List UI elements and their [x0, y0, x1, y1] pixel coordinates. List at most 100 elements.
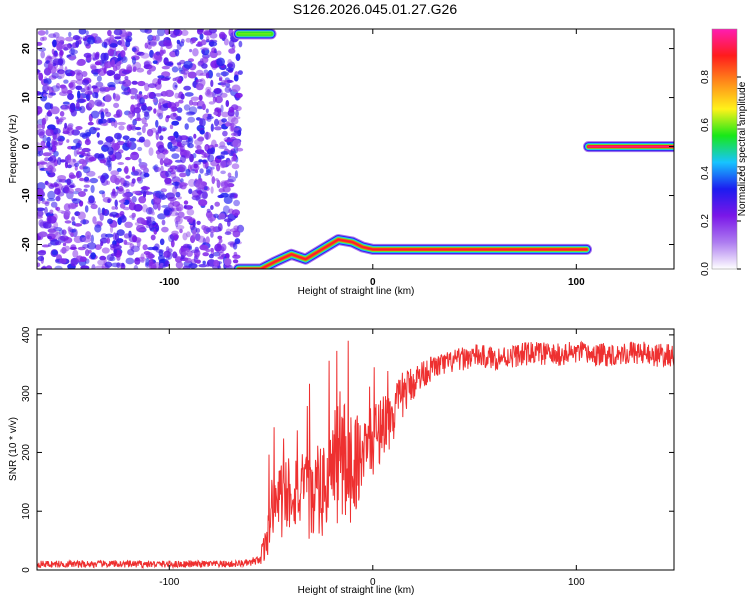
spectrogram-noise-blob: [44, 201, 50, 207]
spectrogram-noise-blob: [221, 111, 230, 118]
spectrogram-feature-trace: [233, 234, 592, 269]
spectrogram-noise-blob: [59, 49, 64, 56]
spectrogram-noise-blob: [98, 190, 105, 195]
spectrogram-noise-blob: [134, 257, 141, 265]
spectrogram-noise-blob: [193, 163, 198, 169]
spectrogram-noise-blob: [147, 34, 154, 41]
spectrogram-noise-blob: [220, 92, 228, 98]
spectrogram-noise-blob: [130, 95, 135, 100]
spectrogram-noise-blob: [216, 57, 226, 67]
spectrogram-noise-blob: [76, 149, 80, 155]
spectrogram-noise-blob: [227, 172, 232, 178]
spectrogram-noise-blob: [124, 221, 133, 228]
spectrogram-noise-blob: [81, 71, 88, 77]
spectrogram-noise-blob: [225, 82, 231, 88]
spectrogram-noise-blob: [54, 188, 61, 195]
spectrogram-noise-blob: [155, 249, 164, 253]
spectrogram-y-tick-label: -20: [21, 237, 32, 252]
spectrogram-noise-blob: [228, 106, 235, 113]
spectrogram-noise-blob: [42, 152, 52, 157]
spectrogram-noise-blob: [152, 60, 158, 64]
spectrogram-noise-blob: [210, 205, 214, 210]
spectrogram-noise-blob: [86, 242, 97, 250]
spectrogram-noise-blob: [139, 29, 149, 33]
spectrogram-noise-blob: [106, 70, 116, 76]
spectrogram-noise-blob: [96, 132, 100, 138]
spectrogram-noise-blob: [208, 225, 216, 233]
spectrogram-noise-blob: [61, 229, 67, 236]
spectrogram-noise-blob: [218, 188, 225, 193]
spectrogram-noise-blob: [206, 148, 214, 155]
spectrogram-noise-blob: [87, 90, 93, 95]
spectrogram-noise-blob: [175, 215, 181, 223]
spectrogram-noise-blob: [202, 260, 206, 265]
spectrogram-noise-blob: [125, 31, 132, 37]
spectrogram-noise-blob: [184, 257, 192, 263]
spectrogram-noise-blob: [37, 255, 45, 262]
spectrogram-noise-blob: [197, 41, 202, 47]
spectrogram-noise-blob: [235, 109, 239, 118]
spectrogram-noise-blob: [224, 86, 232, 93]
spectrogram-noise-blob: [150, 127, 157, 133]
spectrogram-noise-blob: [176, 62, 182, 66]
spectrogram-noise-blob: [227, 176, 236, 183]
spectrogram-noise-blob: [177, 141, 182, 147]
spectrogram-noise-blob: [72, 249, 79, 258]
spectrogram-noise-blob: [118, 185, 124, 192]
spectrogram-noise-blob: [37, 69, 41, 73]
spectrogram-noise-blob: [194, 180, 204, 189]
spectrogram-noise-blob: [56, 42, 63, 52]
colorbar-ticks: 0.0 0.2 0.4 0.6 0.8: [700, 70, 741, 276]
spectrogram-noise-blob: [134, 49, 140, 56]
spectrogram-noise-blob: [55, 116, 59, 120]
spectrogram-noise-blob: [213, 88, 222, 94]
spectrogram-noise-blob: [73, 149, 78, 157]
spectrogram-noise-blob: [224, 139, 233, 143]
spectrogram-noise-blob: [158, 259, 166, 263]
spectrogram-noise-blob: [156, 29, 166, 37]
spectrogram-noise-blob: [199, 129, 205, 135]
spectrogram-noise-blob: [201, 39, 207, 46]
colorbar-tick-label: 0.4: [700, 166, 711, 180]
spectrogram-noise-blob: [94, 224, 102, 233]
spectrogram-noise-blob: [171, 230, 179, 236]
spectrogram-noise-blob: [180, 69, 190, 75]
spectrogram-noise-blob: [198, 264, 208, 268]
spectrogram-noise-blob: [175, 261, 184, 269]
spectrogram-noise-blob: [51, 145, 57, 153]
spectrogram-noise-blob: [70, 258, 78, 267]
spectrogram-noise-blob: [41, 122, 46, 130]
spectrogram-noise-blob: [184, 92, 194, 97]
spectrogram-noise-blob: [186, 244, 192, 249]
spectrogram-noise-blob: [113, 65, 118, 72]
spectrogram-noise-blob: [156, 108, 164, 116]
spectrogram-noise-blob: [37, 161, 40, 166]
spectrogram-noise-blob: [52, 39, 57, 48]
spectrogram-noise-blob: [43, 93, 47, 97]
spectrogram-noise-blob: [39, 161, 48, 165]
spectrogram-noise-blob: [75, 255, 84, 263]
spectrogram-noise-blob: [79, 132, 87, 138]
spectrogram-noise-blob: [173, 29, 180, 36]
spectrogram-noise-blob: [210, 79, 214, 87]
spectrogram-noise-blob: [110, 253, 117, 257]
spectrogram-noise-blob: [45, 29, 49, 35]
spectrogram-noise-blob: [99, 212, 104, 221]
spectrogram-noise-blob: [143, 139, 151, 148]
spectrogram-noise-blob: [175, 220, 179, 228]
spectrogram-noise-blob: [69, 229, 77, 233]
spectrogram-noise-blob: [95, 265, 105, 269]
spectrogram-noise-blob: [199, 118, 206, 127]
spectrogram-noise-blob: [205, 108, 209, 114]
spectrogram-noise-blob: [234, 194, 238, 199]
spectrogram-noise-blob: [208, 101, 215, 105]
spectrogram-noise-blob: [175, 225, 185, 230]
spectrogram-noise-blob: [150, 234, 156, 241]
spectrogram-noise-blob: [205, 91, 215, 98]
spectrogram-noise-blob: [183, 104, 191, 111]
spectrogram-noise-blob: [48, 92, 57, 96]
spectrogram-noise-blob: [171, 145, 178, 150]
spectrogram-noise-blob: [194, 139, 203, 146]
spectrogram-noise-blob: [107, 118, 111, 124]
spectrogram-noise-blob: [83, 188, 88, 192]
